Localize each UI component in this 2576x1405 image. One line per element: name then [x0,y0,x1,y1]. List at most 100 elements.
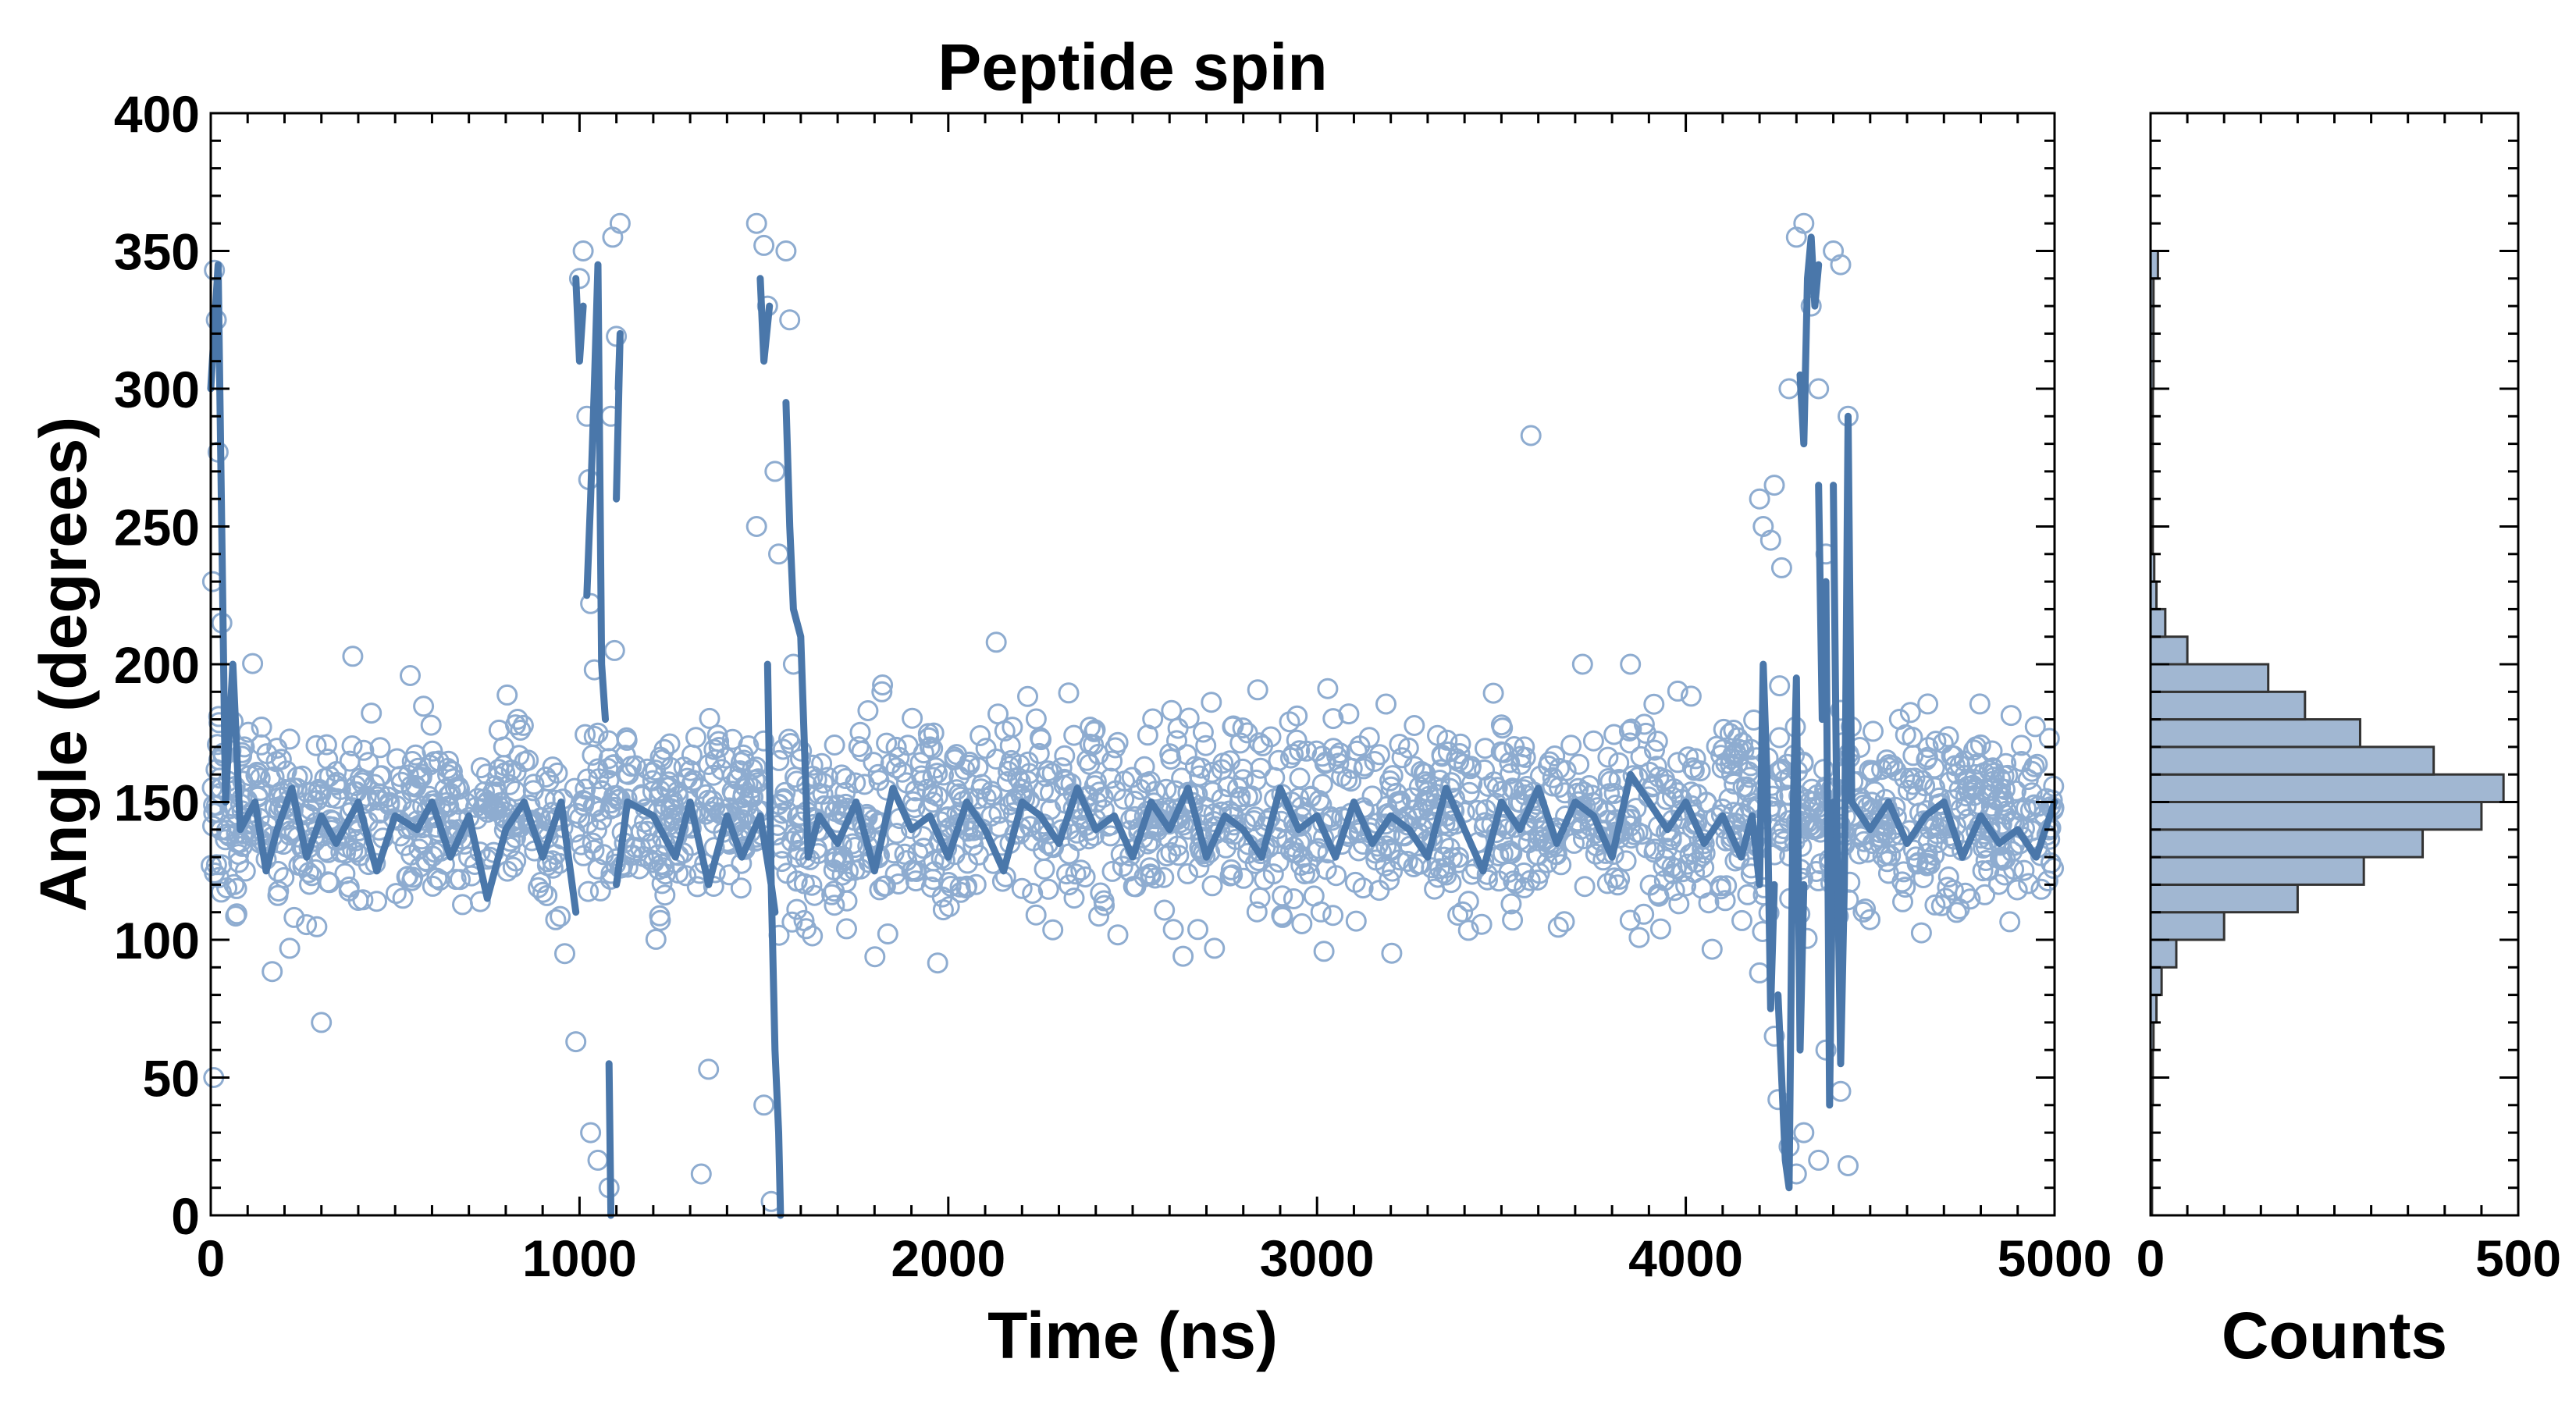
line-segment [613,799,779,916]
histogram-bar [2149,718,2361,749]
scatter-point [923,861,945,883]
scatter-point [985,749,1007,770]
histogram-bar [2149,801,2483,831]
scatter-point [582,832,603,854]
scatter-point [698,754,720,775]
scatter-point [1450,733,1471,755]
line-segment [756,275,774,365]
scatter-point [1930,793,1952,815]
scatter-point [247,762,269,784]
scatter-point [2024,716,2046,738]
scatter-point [420,714,442,736]
scatter-point [1078,828,1100,850]
scatter-point [342,646,364,667]
scatter-point [1736,776,1757,798]
scatter-point [1053,774,1075,796]
scatter-point [718,864,740,886]
scatter-point [1160,749,1182,770]
scatter-point [591,780,612,802]
scatter-point [445,869,467,891]
scatter-point [1808,378,1830,400]
scatter-point [1017,685,1038,707]
scatter-point [1633,903,1655,925]
scatter-point [872,674,894,695]
scatter-point [1529,826,1550,848]
scatter-point [1714,890,1736,912]
scatter-point [1999,911,2021,933]
histogram-x-tick-labels: 0 500 [2137,1229,2561,1287]
scatter-point [1621,718,1642,740]
histogram-plot: 0 500 Counts [2137,112,2561,1372]
scatter-point [1474,759,1496,781]
scatter-point [1101,860,1123,882]
scatter-point [654,884,676,906]
scatter-point [1247,679,1268,701]
scatter-point [753,234,775,256]
scatter-point [970,725,991,746]
scatter-point [1578,775,1600,796]
scatter-point [338,876,360,898]
scatter-point [844,837,866,859]
scatter-point [512,714,534,736]
scatter-point [793,909,815,931]
scatter-point [1916,855,1937,877]
scatter-point [251,734,272,756]
scatter-point [589,880,611,902]
scatter-point [1397,737,1419,759]
y-tick-label: 50 [143,1050,200,1108]
scatter-point [834,768,856,789]
scatter-point [1107,924,1129,946]
scatter-point [536,884,558,906]
scatter-point [1005,788,1027,810]
scatter-point [1379,838,1401,860]
scatter-point [795,918,817,940]
scatter-point [2011,735,2032,756]
scatter-point [1201,692,1222,713]
scatter-point [1414,790,1436,812]
scatter-point [1957,776,1979,797]
scatter-point [315,734,337,756]
x-tick-label: 5000 [1998,1229,2112,1287]
scatter-point [616,729,638,751]
scatter-point [583,725,605,747]
scatter-point [1361,785,1383,807]
scatter-point [1222,716,1244,738]
scatter-point [1769,727,1790,749]
scatter-point [1972,860,1994,882]
scatter-point [1025,708,1047,730]
x-axis-label: Time (ns) [987,1299,1278,1372]
scatter-point [932,899,954,921]
scatter-point [1560,735,1582,756]
scatter-point [1308,838,1329,859]
scatter-point [1599,783,1621,805]
scatter-point [652,749,674,770]
scatter-point [1124,791,1146,812]
scatter-point [392,887,414,909]
scatter-point [1063,887,1085,909]
scatter-point [368,802,390,823]
scatter-point [1002,717,1023,738]
scatter-point [1989,833,2010,855]
scatter-point [1460,758,1482,780]
line-segment [1830,412,1856,1068]
scatter-point [1457,891,1479,912]
scatter-point [1311,774,1333,795]
scatter-point [1144,867,1166,889]
histogram-bar [2149,966,2163,997]
scatter-point [2021,760,2043,782]
scatter-point [1962,779,1984,801]
scatter-point [1519,870,1541,891]
scatter-point [1609,868,1631,890]
y-tick-label: 0 [171,1187,200,1245]
scatter-point [730,752,752,774]
scatter-point [1340,770,1362,792]
scatter-point [496,796,518,818]
scatter-point [2013,859,2035,881]
scatter-point [329,778,351,800]
scatter-point [587,722,609,744]
scatter-point [1436,729,1458,751]
scatter-point [1291,913,1313,934]
scatter-point [602,754,624,776]
scatter-point [1289,767,1311,789]
scatter-point [1030,729,1052,751]
